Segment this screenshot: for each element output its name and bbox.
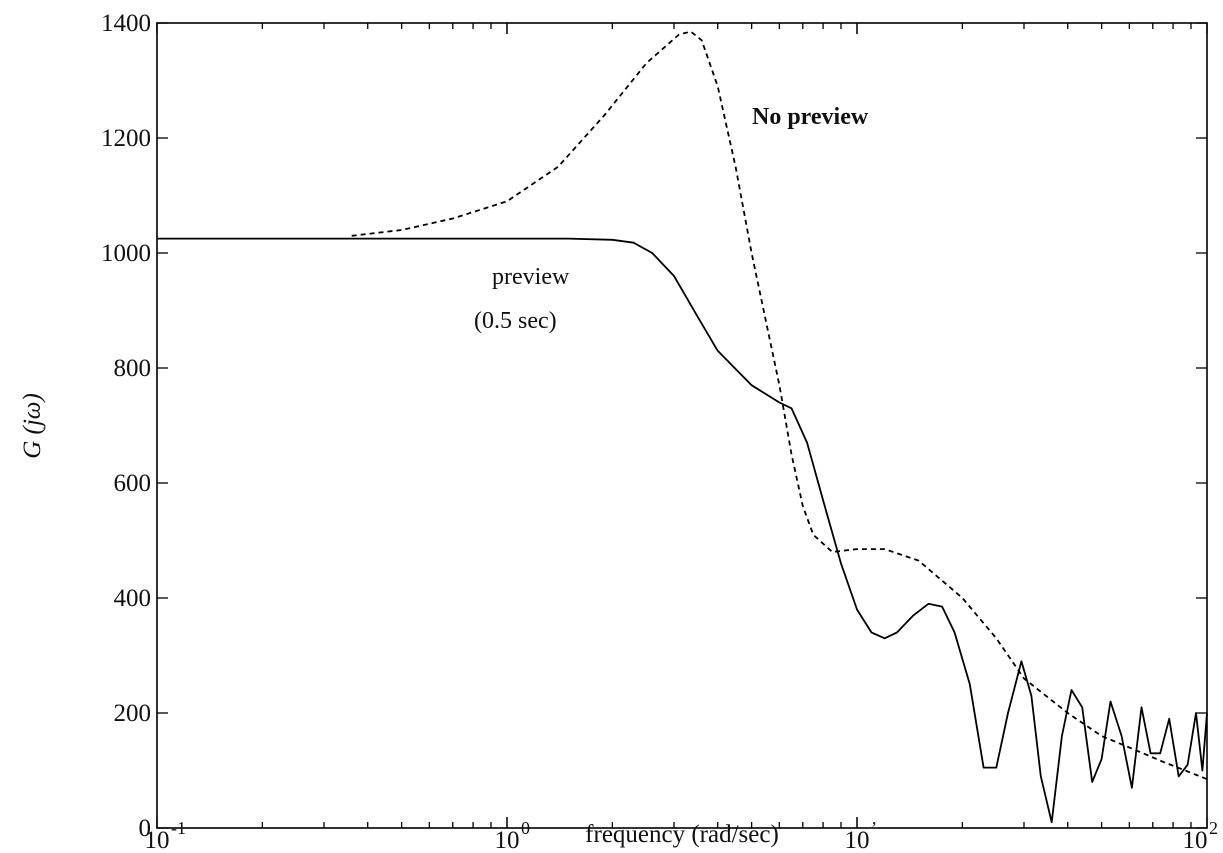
y-tick-label: 200 [114,700,152,727]
plot-frame [156,22,1208,829]
x-tick-labels: 10 -1 10 0 10’ 10 2 [145,818,1219,853]
y-tick-label: 400 [114,585,152,612]
x-tick-label: 10’ [845,818,878,853]
y-tick-label: 0 [139,815,152,842]
annotation-preview: preview [492,264,570,290]
x-tick-exponent: 0 [521,818,530,838]
annotation-no-preview: No preview [752,104,869,130]
y-tick-label: 1400 [101,10,151,37]
x-tick-exponent: 2 [1209,818,1218,838]
x-tick-exponent: ’ [871,818,877,838]
y-tick-label: 800 [114,355,152,382]
y-tick-labels: 0 200 400 600 800 1000 1200 1400 [101,10,151,842]
x-tick-exponent: -1 [171,818,186,838]
annotation-preview-time: (0.5 sec) [474,308,557,334]
series-line-preview [157,237,1208,824]
x-axis-label: frequency (rad/sec) [585,821,779,848]
x-tick-label: 10 -1 [145,818,187,853]
x-tick-label: 10 2 [1183,818,1219,853]
y-tick-label: 600 [114,470,152,497]
axis-ticks [156,22,1208,829]
x-tick-label: 10 0 [495,818,531,853]
series-layer [157,30,1208,824]
x-tick-base: 10 [495,827,520,853]
series-line-no-preview [351,30,1208,780]
x-tick-base: 10 [845,827,870,853]
y-tick-label: 1000 [101,240,151,267]
y-tick-label: 1200 [101,125,151,152]
x-tick-base: 10 [1183,827,1208,853]
x-tick-base: 10 [145,827,170,853]
y-axis-label: G (jω) [19,393,46,459]
